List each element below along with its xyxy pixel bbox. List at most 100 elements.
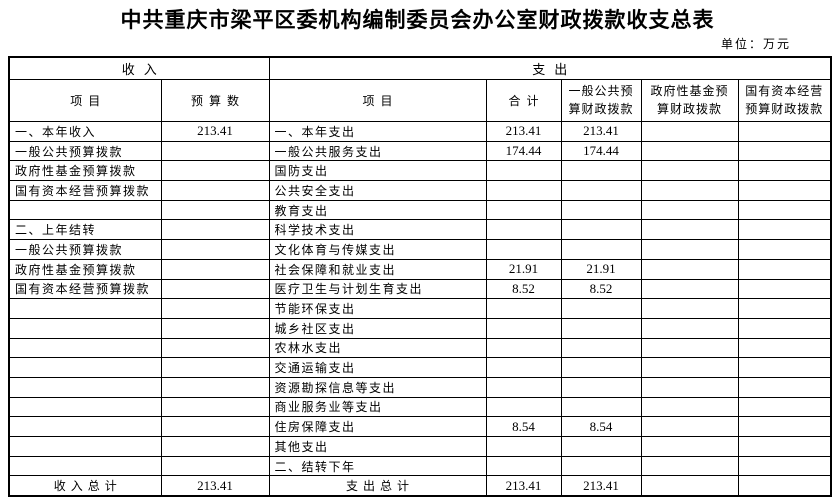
expense-item-cell: 社会保障和就业支出 xyxy=(268,258,487,280)
expense-total-cell: 213.41 xyxy=(485,121,562,142)
expense-general-cell xyxy=(560,180,642,201)
table-row: 一、本年收入 213.41 一、本年支出 213.41 213.41 xyxy=(8,121,832,142)
income-item-cell xyxy=(8,376,162,398)
expense-general-cell xyxy=(560,219,642,241)
table-body: 一、本年收入 213.41 一、本年支出 213.41 213.41 一般公共预… xyxy=(8,121,832,477)
col-header-total: 合计 xyxy=(485,79,562,122)
table-row: 其他支出 xyxy=(8,436,832,457)
expense-total-cell xyxy=(485,160,562,182)
expense-general-cell xyxy=(560,396,642,418)
expense-fund-cell xyxy=(640,298,739,319)
expense-capital-cell xyxy=(737,337,832,359)
income-item-cell xyxy=(8,396,162,418)
income-item-cell: 一般公共预算拨款 xyxy=(8,239,162,260)
expense-fund-cell xyxy=(640,180,739,201)
expense-general-cell xyxy=(560,160,642,182)
income-total-value-cell: 213.41 xyxy=(160,475,270,497)
expense-fund-cell xyxy=(640,317,739,339)
table-row: 城乡社区支出 xyxy=(8,317,832,339)
table-row: 二、结转下年 xyxy=(8,455,832,477)
expense-general-cell: 8.54 xyxy=(560,416,642,437)
table-footer: 收入总计 213.41 支出总计 213.41 213.41 xyxy=(8,475,832,497)
section-header-row: 收入 支出 xyxy=(8,56,832,80)
expense-general-cell: 8.52 xyxy=(560,278,642,300)
expense-capital-cell xyxy=(737,357,832,378)
expense-item-cell: 一般公共服务支出 xyxy=(268,140,487,162)
income-value-cell xyxy=(160,416,270,437)
expense-item-cell: 城乡社区支出 xyxy=(268,317,487,339)
expense-total-cell xyxy=(485,317,562,339)
expense-capital-cell xyxy=(737,416,832,437)
expense-section-header: 支出 xyxy=(268,56,832,80)
income-item-cell: 国有资本经营预算拨款 xyxy=(8,278,162,300)
expense-general-cell xyxy=(560,317,642,339)
table-row: 二、上年结转 科学技术支出 xyxy=(8,219,832,241)
expense-fund-cell xyxy=(640,396,739,418)
income-value-cell xyxy=(160,298,270,319)
income-value-cell xyxy=(160,396,270,418)
income-item-cell xyxy=(8,298,162,319)
page-title: 中共重庆市梁平区委机构编制委员会办公室财政拨款收支总表 xyxy=(120,8,715,32)
expense-total-general-cell: 213.41 xyxy=(560,475,642,497)
expense-item-cell: 公共安全支出 xyxy=(268,180,487,201)
expense-general-cell xyxy=(560,436,642,457)
expense-item-cell: 资源勘探信息等支出 xyxy=(268,376,487,398)
expense-capital-cell xyxy=(737,140,832,162)
expense-fund-cell xyxy=(640,199,739,221)
expense-total-cell: 8.54 xyxy=(485,416,562,437)
expense-capital-cell xyxy=(737,396,832,418)
expense-general-cell xyxy=(560,376,642,398)
col-header-income-item: 项目 xyxy=(8,79,162,122)
expense-total-cell xyxy=(485,357,562,378)
table-row: 国有资本经营预算拨款 公共安全支出 xyxy=(8,180,832,201)
expense-general-cell: 174.44 xyxy=(560,140,642,162)
expense-item-cell: 一、本年支出 xyxy=(268,121,487,142)
expense-total-cell: 174.44 xyxy=(485,140,562,162)
total-row: 收入总计 213.41 支出总计 213.41 213.41 xyxy=(8,475,832,497)
expense-fund-cell xyxy=(640,357,739,378)
table-row: 商业服务业等支出 xyxy=(8,396,832,418)
expense-fund-cell xyxy=(640,121,739,142)
expense-item-cell: 交通运输支出 xyxy=(268,357,487,378)
col-header-income-budget: 预算数 xyxy=(160,79,270,122)
expense-capital-cell xyxy=(737,199,832,221)
expense-fund-cell xyxy=(640,455,739,477)
expense-total-fund-cell xyxy=(640,475,739,497)
expense-capital-cell xyxy=(737,239,832,260)
expense-item-cell: 国防支出 xyxy=(268,160,487,182)
table-row: 政府性基金预算拨款 社会保障和就业支出 21.91 21.91 xyxy=(8,258,832,280)
expense-general-cell: 21.91 xyxy=(560,258,642,280)
expense-capital-cell xyxy=(737,219,832,241)
expense-general-cell xyxy=(560,357,642,378)
income-item-cell xyxy=(8,455,162,477)
table-row: 国有资本经营预算拨款 医疗卫生与计划生育支出 8.52 8.52 xyxy=(8,278,832,300)
expense-capital-cell xyxy=(737,376,832,398)
income-item-cell xyxy=(8,317,162,339)
expense-capital-cell xyxy=(737,180,832,201)
expense-item-cell: 二、结转下年 xyxy=(268,455,487,477)
expense-fund-cell xyxy=(640,239,739,260)
income-value-cell xyxy=(160,436,270,457)
income-item-cell: 政府性基金预算拨款 xyxy=(8,258,162,280)
expense-capital-cell xyxy=(737,258,832,280)
expense-total-sum-cell: 213.41 xyxy=(485,475,562,497)
income-value-cell xyxy=(160,160,270,182)
expense-item-cell: 医疗卫生与计划生育支出 xyxy=(268,278,487,300)
expense-capital-cell xyxy=(737,455,832,477)
expense-item-cell: 文化体育与传媒支出 xyxy=(268,239,487,260)
expense-total-label-cell: 支出总计 xyxy=(268,475,487,497)
income-item-cell: 二、上年结转 xyxy=(8,219,162,241)
unit-label: 单位：万元 xyxy=(720,37,791,51)
expense-item-cell: 教育支出 xyxy=(268,199,487,221)
column-header-row: 项目 预算数 项目 合计 一般公共预算财政拨款 政府性基金预算财政拨款 国有资本… xyxy=(8,79,832,122)
expense-item-cell: 农林水支出 xyxy=(268,337,487,359)
income-item-cell xyxy=(8,357,162,378)
income-item-cell xyxy=(8,199,162,221)
expense-total-capital-cell xyxy=(737,475,832,497)
expense-total-cell xyxy=(485,396,562,418)
income-value-cell xyxy=(160,180,270,201)
income-total-label-cell: 收入总计 xyxy=(8,475,162,497)
income-value-cell xyxy=(160,317,270,339)
expense-total-cell xyxy=(485,219,562,241)
